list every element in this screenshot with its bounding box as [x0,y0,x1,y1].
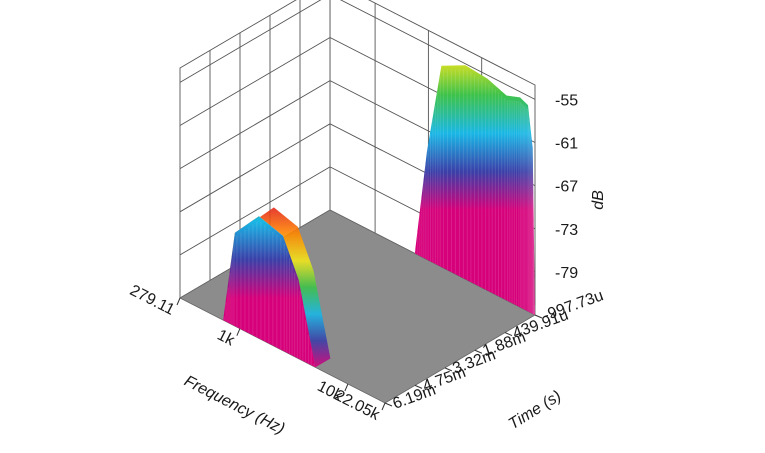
y-axis-title: Time (s) [506,388,565,433]
x-tick-mark [176,297,181,306]
y-tick-mark [504,332,513,337]
surface-face [414,65,535,315]
grid-line [179,0,536,100]
y-tick-mark [534,314,543,319]
spectrum-surfaces [223,65,536,368]
x-axis-title: Frequency (Hz) [181,373,287,438]
x-tick-label: 279.11 [127,282,177,319]
z-tick-label: -55 [555,92,578,109]
x-tick-mark [344,383,349,392]
x-tick-mark [236,328,241,336]
x-tick-mark [381,402,386,411]
z-axis-title: dB [590,190,607,210]
x-tick-label: 1k [214,327,238,350]
z-tick-label: -79 [555,265,578,282]
y-tick-mark [384,402,393,407]
y-tick-mark [474,349,483,354]
surface-face [223,216,316,368]
z-tick-label: -67 [555,179,578,196]
y-tick-mark [414,384,423,389]
y-tick-mark [444,367,453,372]
z-tick-label: -73 [555,222,578,239]
z-tick-label: -61 [555,136,578,153]
surface-top [223,207,331,368]
